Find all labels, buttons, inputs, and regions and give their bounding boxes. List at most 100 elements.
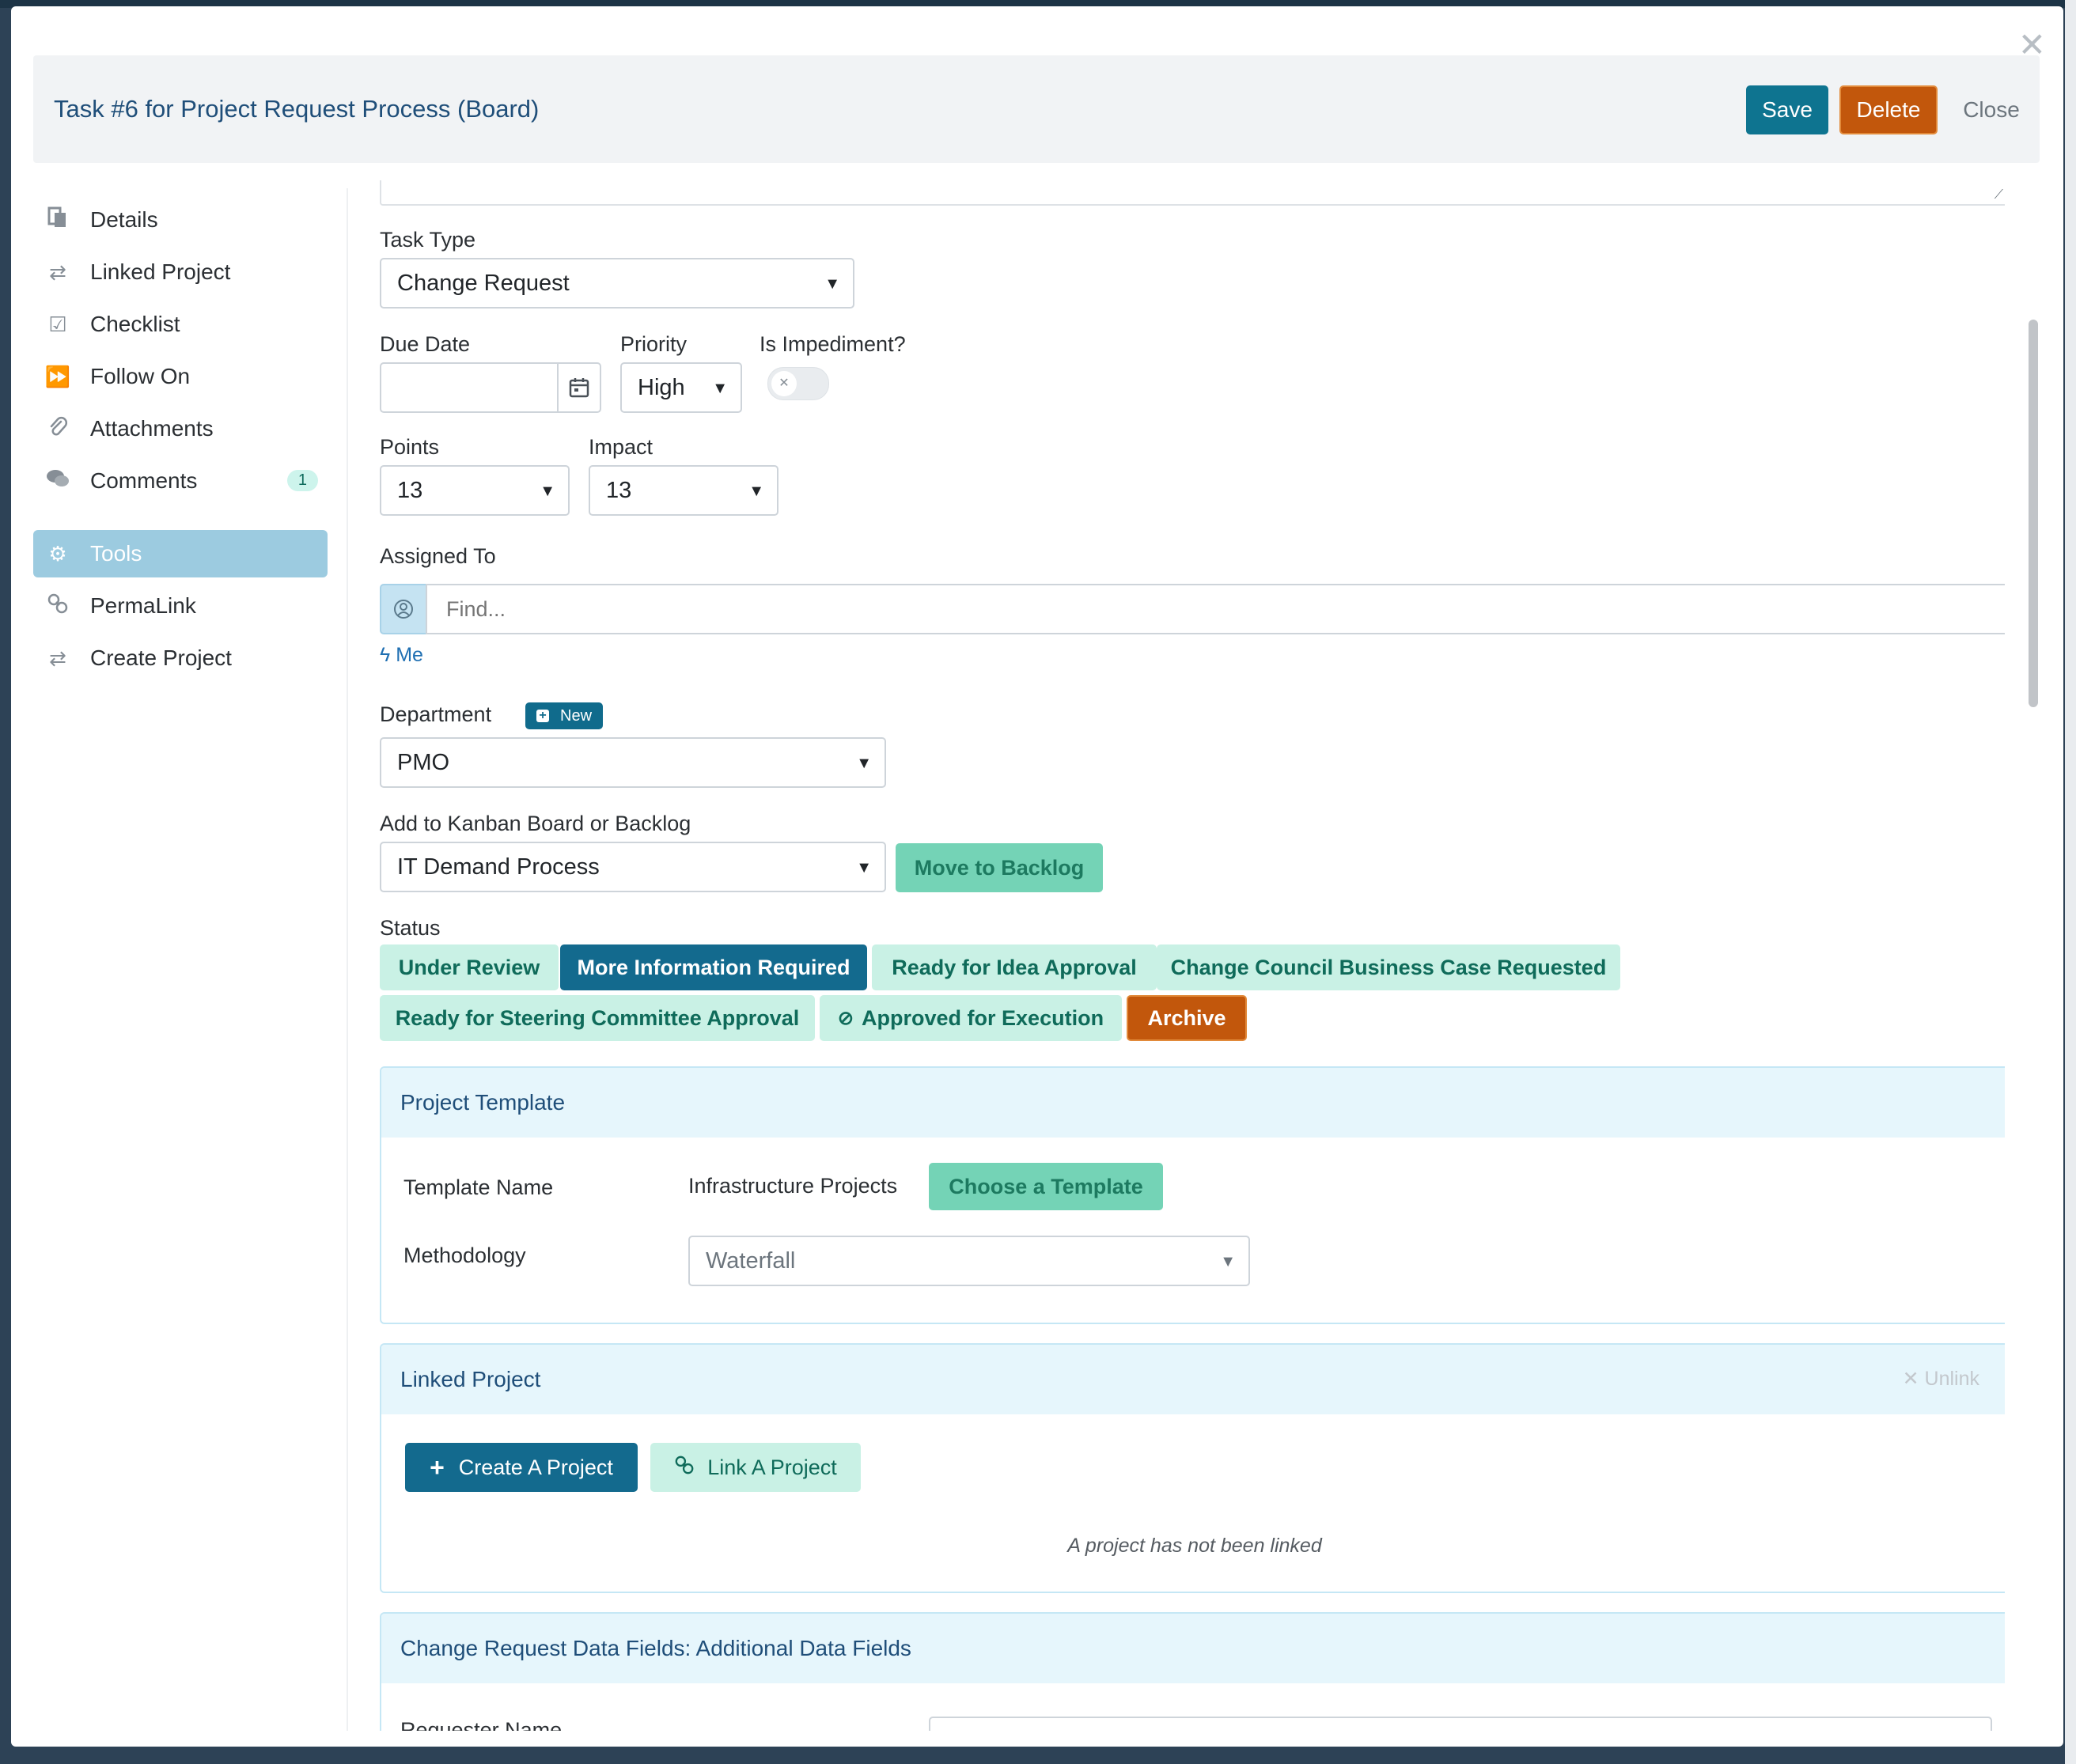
status-ready-for-steering-committee[interactable]: Ready for Steering Committee Approval: [380, 995, 815, 1041]
card-header: Linked Project ✕ Unlink: [381, 1345, 2005, 1414]
status-change-council-business-case[interactable]: Change Council Business Case Requested: [1157, 944, 1620, 990]
assigned-to-label: Assigned To: [380, 544, 496, 568]
sidebar-item-comments[interactable]: Comments 1: [33, 457, 328, 505]
points-select[interactable]: 13 ▼: [380, 465, 570, 516]
project-template-card: Project Template Template Name Infrastru…: [380, 1066, 2005, 1324]
me-link-label: Me: [396, 644, 423, 666]
assigned-to-field: [380, 584, 2005, 634]
plus-square-icon: +: [536, 710, 549, 722]
link-project-label: Link A Project: [707, 1455, 837, 1479]
department-select[interactable]: PMO ▼: [380, 737, 886, 788]
caret-down-icon: ▼: [824, 275, 840, 293]
sidebar-item-follow-on[interactable]: ⏩ Follow On: [33, 353, 328, 400]
create-project-button[interactable]: + Create A Project: [405, 1443, 638, 1492]
status-under-review[interactable]: Under Review: [380, 944, 559, 990]
card-title: Linked Project: [400, 1367, 541, 1391]
unlink-label: Unlink: [1924, 1368, 1979, 1390]
sidebar-item-label: Checklist: [90, 312, 180, 336]
impact-select[interactable]: 13 ▼: [589, 465, 778, 516]
impact-label: Impact: [589, 435, 653, 459]
additional-fields-card: Change Request Data Fields: Additional D…: [380, 1612, 2005, 1731]
sidebar-item-label: Follow On: [90, 364, 191, 388]
points-value: 13: [397, 477, 423, 503]
board-value: IT Demand Process: [397, 854, 600, 880]
gear-icon: ⚙: [48, 541, 67, 566]
scrollbar-thumb[interactable]: [2029, 320, 2038, 707]
priority-select[interactable]: High ▼: [620, 362, 742, 413]
sidebar-item-label: Attachments: [90, 416, 214, 441]
sidebar-item-label: Tools: [90, 541, 142, 566]
swap-arrows-icon: ⇄: [49, 259, 66, 284]
choose-template-button[interactable]: Choose a Template: [929, 1163, 1163, 1210]
link-icon: [674, 1455, 695, 1481]
save-button[interactable]: Save: [1746, 85, 1828, 134]
assign-me-link[interactable]: ϟ Me: [380, 644, 423, 667]
caret-down-icon: ▼: [1220, 1253, 1236, 1270]
calendar-icon[interactable]: [557, 364, 600, 411]
sidebar-item-linked-project[interactable]: ⇄ Linked Project: [33, 248, 328, 296]
methodology-select[interactable]: Waterfall ▼: [688, 1236, 1250, 1286]
unlink-button[interactable]: ✕ Unlink: [1903, 1367, 1979, 1391]
caret-down-icon: ▼: [540, 483, 555, 500]
status-ready-for-idea-approval[interactable]: Ready for Idea Approval: [872, 944, 1157, 990]
board-label: Add to Kanban Board or Backlog: [380, 812, 691, 835]
due-date-label: Due Date: [380, 332, 471, 356]
due-date-input[interactable]: [380, 362, 601, 413]
caret-down-icon: ▼: [856, 755, 872, 772]
content-scrollbar[interactable]: [2025, 188, 2040, 1731]
board-select[interactable]: IT Demand Process ▼: [380, 842, 886, 892]
sidebar-divider: [347, 188, 348, 1731]
plus-icon: +: [430, 1452, 445, 1482]
comments-icon: [44, 468, 71, 494]
modal-header: Task #6 for Project Request Process (Boa…: [33, 55, 2040, 163]
check-circle-icon: ⊘: [837, 1007, 854, 1029]
sidebar-item-create-project[interactable]: ⇄ Create Project: [33, 634, 328, 682]
sidebar-item-label: Create Project: [90, 645, 232, 670]
impediment-label: Is Impediment?: [760, 332, 906, 356]
user-circle-icon: [380, 584, 427, 634]
sidebar-item-label: Linked Project: [90, 259, 231, 284]
document-icon: [44, 206, 71, 234]
modal-title: Task #6 for Project Request Process (Boa…: [54, 95, 540, 123]
status-more-information-required[interactable]: More Information Required: [560, 944, 867, 990]
sidebar-item-attachments[interactable]: Attachments: [33, 405, 328, 452]
impact-value: 13: [606, 477, 632, 503]
toggle-off-icon: ✕: [771, 371, 797, 396]
sidebar-item-label: Comments: [90, 468, 198, 493]
task-modal: ✕ Task #6 for Project Request Process (B…: [11, 6, 2063, 1747]
template-name-value: Infrastructure Projects: [688, 1174, 898, 1198]
caret-down-icon: ▼: [712, 380, 728, 397]
fast-forward-icon: ⏩: [44, 364, 71, 388]
close-button[interactable]: Close: [1948, 85, 2035, 134]
resize-handle-icon[interactable]: ⟋: [1994, 188, 2003, 202]
sidebar-item-checklist[interactable]: ☑ Checklist: [33, 301, 328, 348]
points-label: Points: [380, 435, 440, 459]
sidebar-item-details[interactable]: Details: [33, 196, 328, 244]
requester-name-input[interactable]: [929, 1717, 1992, 1731]
priority-value: High: [638, 374, 685, 400]
sidebar-item-permalink[interactable]: PermaLink: [33, 582, 328, 630]
create-project-label: Create A Project: [458, 1455, 613, 1479]
task-type-value: Change Request: [397, 270, 570, 296]
swap-arrows-icon: ⇄: [49, 645, 66, 670]
move-to-backlog-button[interactable]: Move to Backlog: [896, 843, 1103, 892]
requester-name-label: Requester Name: [400, 1718, 563, 1731]
caret-down-icon: ▼: [748, 483, 764, 500]
card-title: Project Template: [400, 1090, 566, 1115]
card-title: Change Request Data Fields: Additional D…: [400, 1636, 911, 1660]
task-type-label: Task Type: [380, 228, 476, 252]
status-approved-for-execution[interactable]: ⊘ Approved for Execution: [820, 995, 1122, 1041]
link-project-button[interactable]: Link A Project: [650, 1443, 861, 1492]
task-type-select[interactable]: Change Request ▼: [380, 258, 854, 309]
impediment-toggle[interactable]: ✕: [767, 367, 829, 400]
sidebar-item-tools[interactable]: ⚙ Tools: [33, 530, 328, 577]
close-icon: ✕: [1902, 1368, 1919, 1390]
status-archive[interactable]: Archive: [1127, 995, 1247, 1041]
template-name-label: Template Name: [403, 1175, 554, 1199]
description-textarea-bottom[interactable]: ⟋: [380, 180, 2005, 206]
tools-panel: ⟋ Task Type Change Request ▼ Due Date Pr…: [359, 180, 2005, 1731]
delete-button[interactable]: Delete: [1839, 85, 1938, 134]
new-department-button[interactable]: + New: [525, 702, 604, 729]
assigned-to-input[interactable]: [426, 584, 2005, 634]
priority-label: Priority: [620, 332, 688, 356]
